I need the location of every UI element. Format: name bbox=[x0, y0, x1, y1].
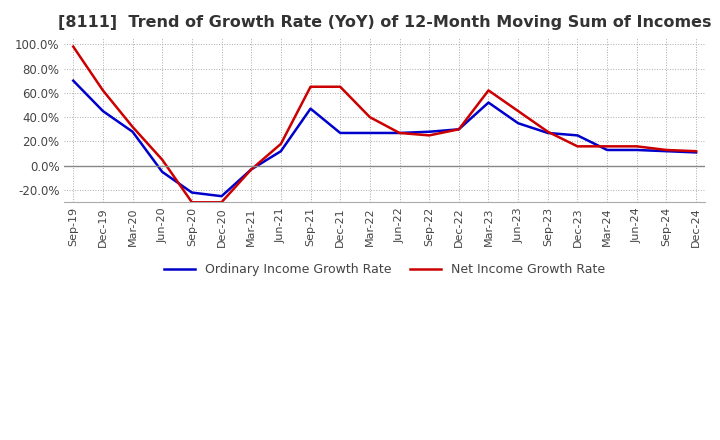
Ordinary Income Growth Rate bbox=[276, 149, 285, 154]
Ordinary Income Growth Rate bbox=[99, 108, 107, 114]
Net Income Growth Rate bbox=[366, 114, 374, 120]
Ordinary Income Growth Rate bbox=[158, 169, 166, 175]
Ordinary Income Growth Rate bbox=[692, 150, 701, 155]
Ordinary Income Growth Rate bbox=[366, 130, 374, 136]
Net Income Growth Rate bbox=[454, 127, 463, 132]
Ordinary Income Growth Rate bbox=[544, 130, 552, 136]
Ordinary Income Growth Rate bbox=[69, 78, 78, 83]
Ordinary Income Growth Rate bbox=[514, 121, 523, 126]
Ordinary Income Growth Rate bbox=[128, 129, 137, 134]
Ordinary Income Growth Rate bbox=[662, 149, 671, 154]
Net Income Growth Rate bbox=[69, 44, 78, 49]
Net Income Growth Rate bbox=[544, 129, 552, 134]
Ordinary Income Growth Rate bbox=[395, 130, 404, 136]
Line: Net Income Growth Rate: Net Income Growth Rate bbox=[73, 47, 696, 202]
Ordinary Income Growth Rate bbox=[336, 130, 344, 136]
Ordinary Income Growth Rate bbox=[247, 167, 256, 172]
Ordinary Income Growth Rate bbox=[632, 147, 641, 153]
Net Income Growth Rate bbox=[395, 130, 404, 136]
Net Income Growth Rate bbox=[247, 167, 256, 172]
Net Income Growth Rate bbox=[514, 108, 523, 114]
Line: Ordinary Income Growth Rate: Ordinary Income Growth Rate bbox=[73, 81, 696, 196]
Net Income Growth Rate bbox=[306, 84, 315, 89]
Ordinary Income Growth Rate bbox=[454, 127, 463, 132]
Net Income Growth Rate bbox=[276, 141, 285, 147]
Net Income Growth Rate bbox=[603, 144, 611, 149]
Net Income Growth Rate bbox=[99, 88, 107, 93]
Ordinary Income Growth Rate bbox=[573, 133, 582, 138]
Ordinary Income Growth Rate bbox=[306, 106, 315, 111]
Net Income Growth Rate bbox=[484, 88, 492, 93]
Ordinary Income Growth Rate bbox=[603, 147, 611, 153]
Net Income Growth Rate bbox=[692, 149, 701, 154]
Ordinary Income Growth Rate bbox=[217, 194, 226, 199]
Ordinary Income Growth Rate bbox=[188, 190, 197, 195]
Net Income Growth Rate bbox=[662, 147, 671, 153]
Net Income Growth Rate bbox=[632, 144, 641, 149]
Net Income Growth Rate bbox=[425, 133, 433, 138]
Net Income Growth Rate bbox=[188, 200, 197, 205]
Net Income Growth Rate bbox=[217, 200, 226, 205]
Net Income Growth Rate bbox=[158, 157, 166, 162]
Net Income Growth Rate bbox=[336, 84, 344, 89]
Title: [8111]  Trend of Growth Rate (YoY) of 12-Month Moving Sum of Incomes: [8111] Trend of Growth Rate (YoY) of 12-… bbox=[58, 15, 711, 30]
Ordinary Income Growth Rate bbox=[484, 100, 492, 105]
Net Income Growth Rate bbox=[128, 124, 137, 129]
Legend: Ordinary Income Growth Rate, Net Income Growth Rate: Ordinary Income Growth Rate, Net Income … bbox=[158, 258, 611, 282]
Ordinary Income Growth Rate bbox=[425, 129, 433, 134]
Net Income Growth Rate bbox=[573, 144, 582, 149]
